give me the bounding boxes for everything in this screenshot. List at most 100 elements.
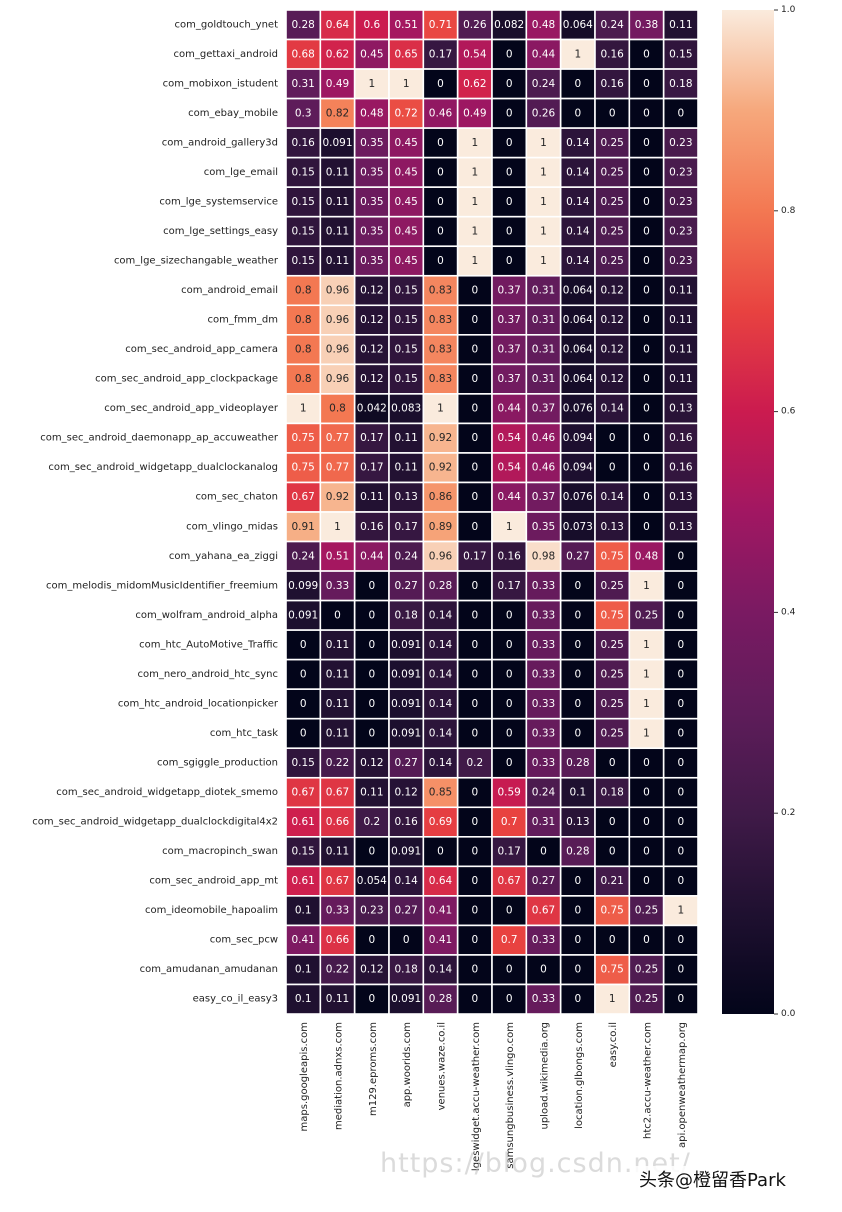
cell-value-label: 0.25 [600,255,623,267]
cell-value-label: 0.35 [360,196,383,208]
cell-value-label: 0.14 [429,757,453,769]
cell-value-label: 0 [437,255,444,267]
row-label: com_sec_android_app_videoplayer [104,403,279,414]
cell-value-label: 0.15 [394,314,417,326]
heatmap-cell [285,245,322,277]
cell-value-label: 0 [506,107,513,119]
cell-value-label: 0.25 [600,639,623,651]
heatmap-cell [285,570,322,602]
cell-value-label: 0.091 [391,846,421,858]
cell-value-label: 0 [609,757,616,769]
heatmap-cell [662,393,699,425]
cell-value-label: 0.31 [532,344,555,356]
heatmap-cell [662,688,699,720]
cell-value-label: 0.44 [497,491,521,503]
cell-value-label: 0.12 [360,314,383,326]
cell-value-label: 0 [368,846,375,858]
cell-value-label: 0.091 [391,727,421,739]
cell-value-label: 0.68 [291,48,314,60]
cell-value-label: 0 [506,137,513,149]
cell-value-label: 0.23 [669,166,692,178]
cell-value-label: 0.12 [600,314,623,326]
heatmap-cell [491,599,528,631]
cell-value-label: 0 [643,491,650,503]
heatmap-cell [491,186,528,218]
cell-value-label: 0.35 [360,137,383,149]
cell-value-label: 0 [643,255,650,267]
row-label: com_sec_android_app_clockpackage [95,374,278,385]
cell-value-label: 0.75 [600,550,623,562]
cell-value-label: 0.18 [394,964,417,976]
cell-value-label: 0.26 [463,19,487,31]
cell-value-label: 0.082 [494,19,524,31]
cell-value-label: 0 [471,373,478,385]
cell-value-label: 0.12 [360,373,383,385]
cell-value-label: 0.11 [326,639,349,651]
column-label: htc2.accu-weather.com [643,1022,654,1139]
colorbar: 0.0 0.2 0.4 0.6 0.8 1.0 [722,5,796,1019]
heatmap-cell [628,629,665,661]
heatmap-cell [285,983,322,1015]
cell-value-label: 0 [506,78,513,90]
row-label: com_sec_android_widgetapp_diotek_smemo [56,787,278,798]
cell-value-label: 0.96 [326,344,350,356]
heatmap-cell [559,599,596,631]
cell-value-label: 0.33 [532,668,555,680]
cell-value-label: 0.35 [532,521,555,533]
heatmap-cell [491,511,528,543]
heatmap-cell [319,776,356,809]
cell-value-label: 0.3 [295,107,312,119]
cell-value-label: 0.091 [322,137,352,149]
heatmap-cell [353,717,390,750]
cell-value-label: 0.14 [566,166,590,178]
cell-value-label: 0 [471,787,478,799]
heatmap-cell [594,924,631,956]
heatmap-cell [662,865,699,897]
cell-value-label: 0 [300,727,307,739]
cell-value-label: 0.27 [394,580,417,592]
column-label: venues.waze.co.il [437,1022,448,1110]
cell-value-label: 0.46 [429,107,453,119]
heatmap-cell [388,570,425,602]
cell-value-label: 0.16 [394,816,418,828]
cell-value-label: 0 [368,698,375,710]
cell-value-label: 0 [677,816,684,828]
heatmap-cell [525,629,562,661]
heatmap-cell [388,511,425,543]
colorbar-tick-label: 0.0 [781,1009,796,1019]
cell-value-label: 0 [368,609,375,621]
row-label: com_nero_android_htc_sync [137,669,278,680]
cell-value-label: 0.48 [360,107,383,119]
cell-value-label: 0 [506,698,513,710]
cell-value-label: 0.25 [635,609,658,621]
cell-value-label: 0.54 [497,462,521,474]
heatmap-cell [285,895,322,927]
cell-value-label: 0 [506,727,513,739]
heatmap-cell [594,334,631,366]
heatmap-cell [456,983,493,1015]
heatmap-cell [559,629,596,661]
cell-value-label: 0 [609,432,616,444]
cell-value-label: 0.35 [360,166,383,178]
cell-value-label: 0.054 [357,875,387,887]
cell-value-label: 0.96 [326,373,350,385]
cell-value-label: 0 [471,639,478,651]
cell-value-label: 0.33 [532,609,555,621]
cell-value-label: 0 [300,639,307,651]
cell-value-label: 0.076 [563,403,593,415]
cell-value-label: 0 [471,521,478,533]
heatmap-cell [628,304,665,336]
cell-value-label: 0.8 [295,344,312,356]
cell-value-label: 0 [677,609,684,621]
heatmap-cell [559,895,596,927]
cell-value-label: 1 [574,48,581,60]
cell-value-label: 0.27 [566,550,589,562]
cell-value-label: 0.16 [497,550,521,562]
column-label: lgeswidget.accu-weather.com [471,1022,482,1171]
cell-value-label: 0 [506,48,513,60]
heatmap-cell [559,717,596,750]
heatmap-cell [353,68,390,100]
cell-value-label: 0.24 [291,550,315,562]
cell-value-label: 0.14 [429,668,453,680]
